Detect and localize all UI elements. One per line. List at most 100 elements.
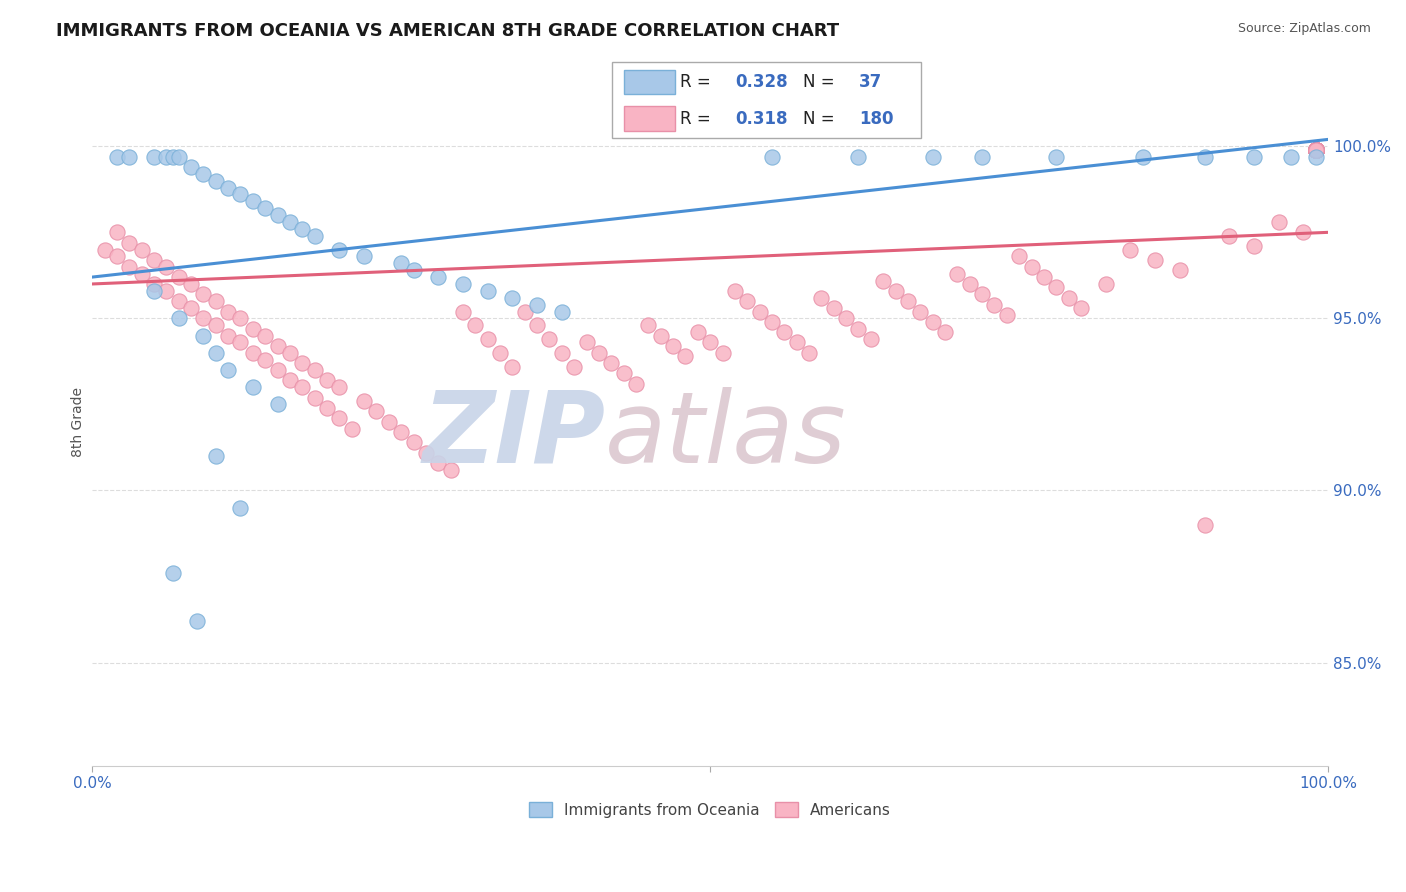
Point	[624, 376, 647, 391]
Point	[1305, 143, 1327, 157]
Point	[1305, 143, 1327, 157]
Point	[451, 304, 474, 318]
Point	[1305, 143, 1327, 157]
Point	[1305, 143, 1327, 157]
Point	[662, 339, 685, 353]
Point	[427, 456, 450, 470]
Point	[526, 318, 548, 333]
Point	[366, 404, 388, 418]
Point	[180, 301, 202, 315]
Point	[1305, 143, 1327, 157]
Point	[995, 308, 1018, 322]
Point	[921, 150, 943, 164]
Point	[162, 566, 184, 580]
Point	[1305, 143, 1327, 157]
Point	[970, 150, 993, 164]
Point	[254, 352, 277, 367]
Point	[353, 394, 375, 409]
Point	[93, 243, 115, 257]
Point	[1305, 143, 1327, 157]
Point	[1194, 517, 1216, 532]
Point	[1132, 150, 1154, 164]
Point	[193, 287, 215, 301]
Point	[538, 332, 561, 346]
Point	[217, 328, 239, 343]
Point	[1305, 143, 1327, 157]
Point	[1305, 143, 1327, 157]
Point	[242, 194, 264, 209]
Point	[229, 500, 252, 515]
Point	[761, 315, 783, 329]
Point	[1305, 143, 1327, 157]
Point	[304, 391, 326, 405]
Point	[848, 150, 870, 164]
Text: IMMIGRANTS FROM OCEANIA VS AMERICAN 8TH GRADE CORRELATION CHART: IMMIGRANTS FROM OCEANIA VS AMERICAN 8TH …	[56, 22, 839, 40]
Point	[1305, 143, 1327, 157]
Point	[415, 445, 437, 459]
Point	[291, 222, 314, 236]
Point	[735, 294, 758, 309]
Point	[588, 346, 610, 360]
Point	[451, 277, 474, 291]
Point	[316, 401, 339, 415]
Point	[600, 356, 623, 370]
Point	[1292, 225, 1315, 239]
Point	[1305, 143, 1327, 157]
Point	[1305, 143, 1327, 157]
Point	[650, 328, 672, 343]
Point	[1305, 143, 1327, 157]
Point	[1070, 301, 1092, 315]
Point	[1243, 239, 1265, 253]
Point	[242, 322, 264, 336]
Point	[1218, 228, 1240, 243]
Point	[1305, 143, 1327, 157]
Point	[489, 346, 512, 360]
Point	[526, 298, 548, 312]
Point	[1305, 143, 1327, 157]
Point	[1305, 143, 1327, 157]
Point	[551, 304, 574, 318]
Point	[1168, 263, 1191, 277]
Bar	[624, 70, 675, 95]
Point	[551, 346, 574, 360]
Point	[686, 325, 709, 339]
Point	[1305, 143, 1327, 157]
Point	[186, 615, 208, 629]
Point	[353, 249, 375, 263]
Point	[217, 363, 239, 377]
Point	[167, 270, 190, 285]
Point	[1305, 143, 1327, 157]
Point	[724, 284, 747, 298]
Point	[340, 421, 363, 435]
Point	[304, 363, 326, 377]
Point	[1305, 150, 1327, 164]
Point	[711, 346, 734, 360]
Text: ZIP: ZIP	[422, 387, 605, 484]
Point	[1057, 291, 1080, 305]
Point	[1305, 143, 1327, 157]
Point	[204, 346, 226, 360]
Point	[1305, 143, 1327, 157]
Point	[637, 318, 659, 333]
Point	[143, 150, 166, 164]
Point	[229, 311, 252, 326]
Point	[427, 270, 450, 285]
Point	[575, 335, 598, 350]
Point	[675, 349, 697, 363]
Point	[848, 322, 870, 336]
Point	[797, 346, 820, 360]
Point	[1305, 143, 1327, 157]
Point	[254, 328, 277, 343]
Point	[193, 167, 215, 181]
Point	[613, 367, 636, 381]
Point	[1305, 143, 1327, 157]
Point	[118, 260, 141, 274]
Point	[229, 335, 252, 350]
Point	[1305, 143, 1327, 157]
Point	[1305, 143, 1327, 157]
Point	[131, 243, 153, 257]
Point	[810, 291, 832, 305]
Point	[217, 180, 239, 194]
Text: N =: N =	[803, 110, 841, 128]
Point	[513, 304, 536, 318]
